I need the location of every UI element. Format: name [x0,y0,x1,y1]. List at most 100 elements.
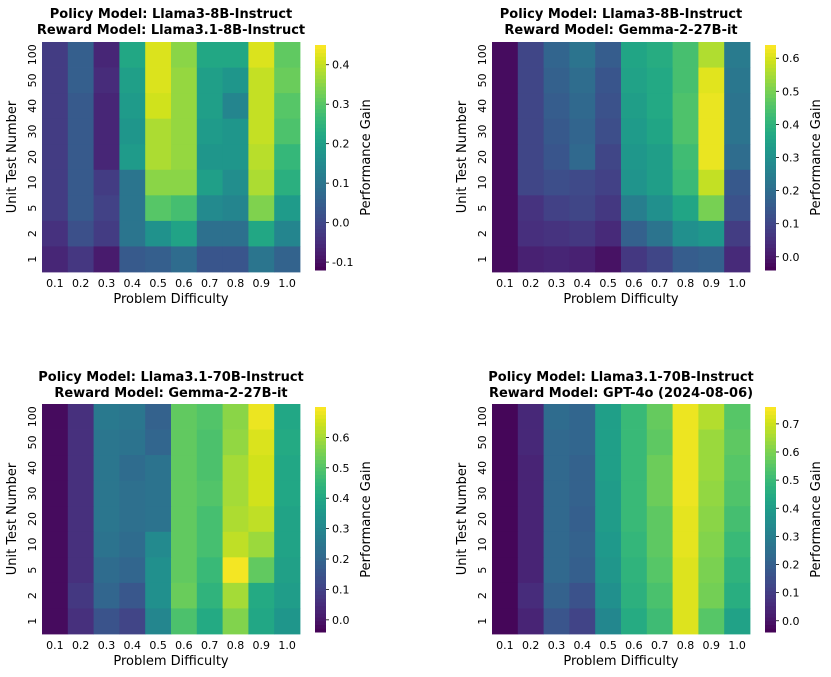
heatmap-cell [724,455,751,482]
colorbar-segment [765,247,776,252]
heatmap-cell [569,608,596,635]
heatmap-cell [698,195,725,222]
y-tick-label: 2 [26,230,39,237]
heatmap-panel-4: Policy Model: Llama3.1-70B-InstructRewar… [455,370,824,669]
heatmap-cell [248,404,275,430]
heatmap-cell [724,195,751,222]
heatmap-cell [517,42,544,68]
heatmap-cell [724,429,751,456]
heatmap-cell [698,480,725,507]
heatmap-cell [698,404,725,430]
y-tick-label: 100 [476,44,489,65]
colorbar-segment [315,452,326,457]
heatmap-cell [145,220,172,247]
colorbar-tick-label: 0.1 [782,218,800,231]
colorbar-segment [765,191,776,196]
heatmap-cell [517,67,544,94]
heatmap-cell [621,608,648,635]
heatmap-cell [145,608,172,635]
colorbar-segment [315,410,326,415]
colorbar-segment [315,243,326,248]
panel-title-reward-model: Reward Model: Llama3.1-8B-Instruct [37,23,305,38]
y-tick-label: 10 [26,538,39,552]
x-tick-label: 0.5 [599,277,617,290]
colorbar-segment [315,63,326,68]
heatmap-cell [724,582,751,609]
x-tick-label: 1.0 [278,639,296,652]
heatmap-cell [274,531,301,558]
heatmap-cell [42,455,69,482]
colorbar-segment [315,444,326,449]
colorbar-segment [765,213,776,218]
heatmap-cell [274,220,301,247]
colorbar-segment [315,538,326,543]
heatmap-cell [517,506,544,533]
colorbar-segment [765,131,776,136]
colorbar-segment [765,489,776,494]
heatmap-cell [646,246,673,273]
heatmap-cell [724,480,751,507]
colorbar-segment [315,90,326,95]
y-axis-label: Unit Test Number [455,100,470,213]
y-tick-label: 20 [476,512,489,526]
x-tick-label: 0.9 [703,277,721,290]
y-tick-label: 100 [476,406,489,427]
heatmap-cell [543,429,570,456]
x-tick-label: 0.7 [651,277,669,290]
colorbar-segment [765,590,776,595]
heatmap-cell [517,169,544,196]
heatmap-cell [274,93,301,120]
heatmap-cell [724,144,751,171]
colorbar-segment [765,613,776,618]
heatmap-cell [621,220,648,247]
colorbar-segment [765,67,776,72]
colorbar-tick-label: 0.1 [332,177,350,190]
colorbar-segment [765,463,776,468]
heatmap-cell [93,195,120,222]
heatmap-cell [543,42,570,68]
colorbar-tick-label: 0.3 [332,523,350,536]
heatmap-cell [492,93,519,120]
heatmap-cell [67,531,94,558]
heatmap-cell [42,608,69,635]
heatmap-cell [724,506,751,533]
colorbar-segment [315,105,326,110]
heatmap-cell [595,246,622,273]
x-tick-label: 0.6 [625,277,643,290]
heatmap-cell [67,557,94,584]
heatmap-cell [621,557,648,584]
heatmap-cell [621,404,648,430]
colorbar-segment [315,474,326,479]
heatmap-cell [67,195,94,222]
heatmap-cell [67,144,94,171]
colorbar-segment [315,172,326,177]
heatmap-cell [248,93,275,120]
heatmap-cell [67,429,94,456]
colorbar-segment [765,180,776,185]
heatmap-cell [119,404,146,430]
heatmap-cell [42,144,69,171]
colorbar-segment [315,613,326,618]
heatmap-cell [222,429,249,456]
heatmap-cell [171,531,198,558]
heatmap-cell [145,67,172,94]
heatmap-cell [672,42,699,68]
heatmap-cell [42,220,69,247]
panel-title-reward-model: Reward Model: GPT-4o (2024-08-06) [489,386,753,401]
heatmap-cell [222,531,249,558]
heatmap-cell [492,608,519,635]
y-tick-label: 40 [26,99,39,113]
colorbar-segment [765,538,776,543]
colorbar-segment [765,455,776,460]
heatmap-cell [145,195,172,222]
colorbar-segment [315,120,326,125]
colorbar-segment [315,575,326,580]
colorbar-segment [765,602,776,607]
heatmap-cell [171,429,198,456]
colorbar-segment [315,553,326,558]
heatmap-cell [42,480,69,507]
heatmap-cell [492,582,519,609]
heatmap-cell [145,93,172,120]
y-axis-label: Unit Test Number [5,100,20,213]
heatmap-cell [517,582,544,609]
